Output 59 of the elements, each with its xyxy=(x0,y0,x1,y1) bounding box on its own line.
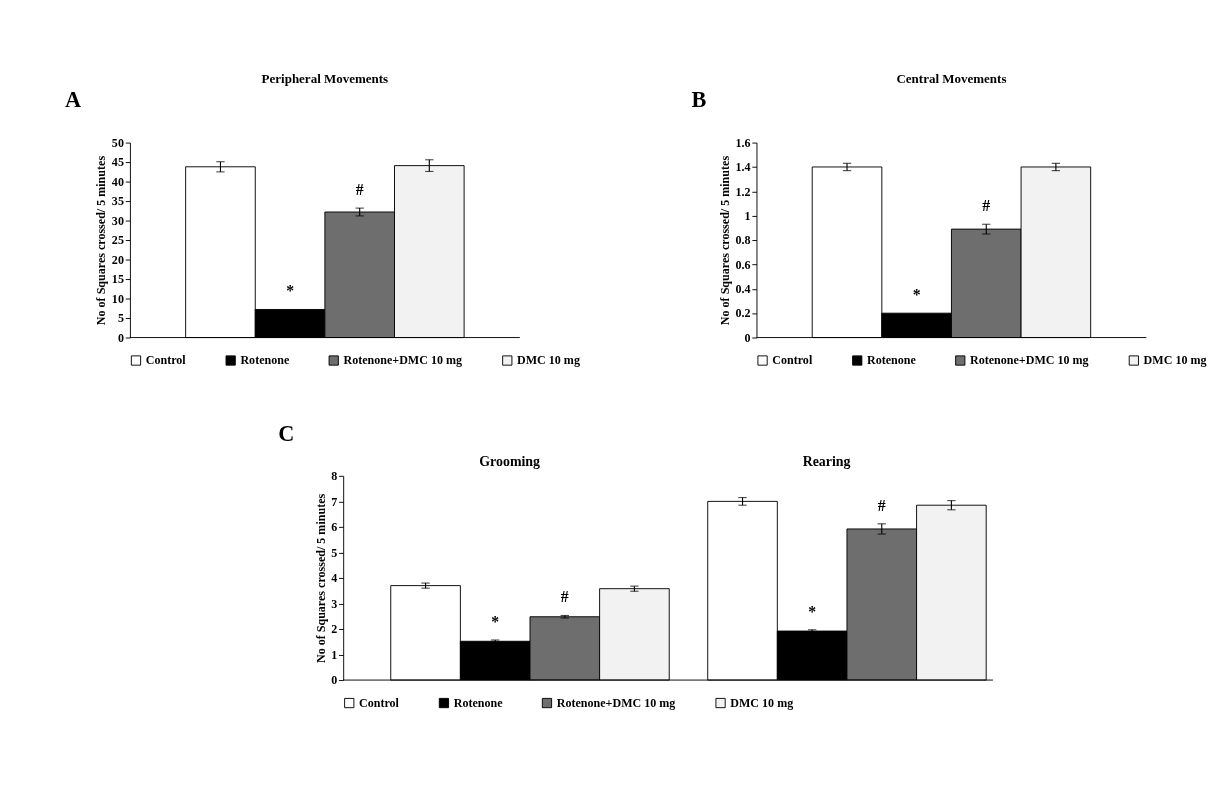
legend-label: Control xyxy=(359,695,400,710)
y-tick-label: 1.6 xyxy=(735,135,751,150)
legend-label: Rotenone xyxy=(866,353,917,368)
y-tick-label: 7 xyxy=(331,494,338,509)
y-tick-label: 40 xyxy=(111,174,124,189)
y-tick-label: 50 xyxy=(111,135,124,150)
y-tick-label: 30 xyxy=(111,213,124,228)
legend-label: Rotenone+DMC 10 mg xyxy=(556,695,676,710)
y-tick-label: 20 xyxy=(111,252,124,267)
x-tick-label: Grooming xyxy=(479,454,541,470)
annotation: * xyxy=(912,286,921,304)
y-tick-label: 0.6 xyxy=(735,257,751,272)
y-axis-title: No of Squares crossed/ 5 minutes xyxy=(717,155,732,326)
y-tick-label: 2 xyxy=(331,622,338,637)
chart-title: Peripheral Movements xyxy=(261,71,389,87)
y-tick-label: 0 xyxy=(117,330,124,345)
annotation: # xyxy=(877,496,886,514)
y-tick-label: 15 xyxy=(111,272,124,287)
legend-label: Rotenone xyxy=(240,353,290,368)
y-tick-label: 3 xyxy=(331,596,338,611)
x-tick-label: Rearing xyxy=(802,454,851,470)
y-tick-label: 0.2 xyxy=(735,306,751,321)
y-tick-label: 5 xyxy=(331,545,338,560)
y-tick-label: 0 xyxy=(331,673,338,688)
y-tick-label: 1.4 xyxy=(735,160,751,175)
annotation: * xyxy=(491,613,500,630)
legend-label: DMC 10 mg xyxy=(730,695,794,710)
y-tick-label: 6 xyxy=(331,520,338,535)
y-tick-label: 0.4 xyxy=(735,281,751,296)
annotation: # xyxy=(560,588,569,606)
y-tick-label: 1.2 xyxy=(735,184,751,199)
legend-label: Rotenone+DMC 10 mg xyxy=(970,353,1089,368)
y-tick-label: 0 xyxy=(744,330,751,345)
y-tick-label: 8 xyxy=(331,469,338,484)
y-tick-label: 0.8 xyxy=(735,233,751,248)
text: B xyxy=(691,87,707,113)
y-axis-title: No of Squares crossed/ 5 minutes xyxy=(94,155,109,326)
text: C xyxy=(278,420,295,446)
annotation: # xyxy=(355,181,364,199)
legend-label: DMC 10 mg xyxy=(1143,353,1207,368)
y-tick-label: 4 xyxy=(331,571,338,586)
y-axis-title: No of Squares crossed/ 5 minutes xyxy=(313,493,328,664)
y-tick-label: 35 xyxy=(111,194,124,209)
text: A xyxy=(64,87,82,113)
legend-label: Control xyxy=(145,353,187,368)
y-tick-label: 5 xyxy=(117,311,124,326)
y-tick-label: 45 xyxy=(111,155,124,170)
annotation: * xyxy=(286,282,295,300)
y-tick-label: 1 xyxy=(744,208,751,223)
annotation: # xyxy=(982,197,991,215)
y-tick-label: 10 xyxy=(111,291,124,306)
annotation: * xyxy=(808,602,817,620)
y-tick-label: 1 xyxy=(331,647,338,662)
legend-label: Rotenone xyxy=(453,695,504,710)
legend-label: Control xyxy=(772,353,813,368)
chart-title: Central Movements xyxy=(896,71,1007,87)
y-tick-label: 25 xyxy=(111,233,124,248)
legend-label: DMC 10 mg xyxy=(517,353,580,368)
legend-label: Rotenone+DMC 10 mg xyxy=(343,353,463,368)
